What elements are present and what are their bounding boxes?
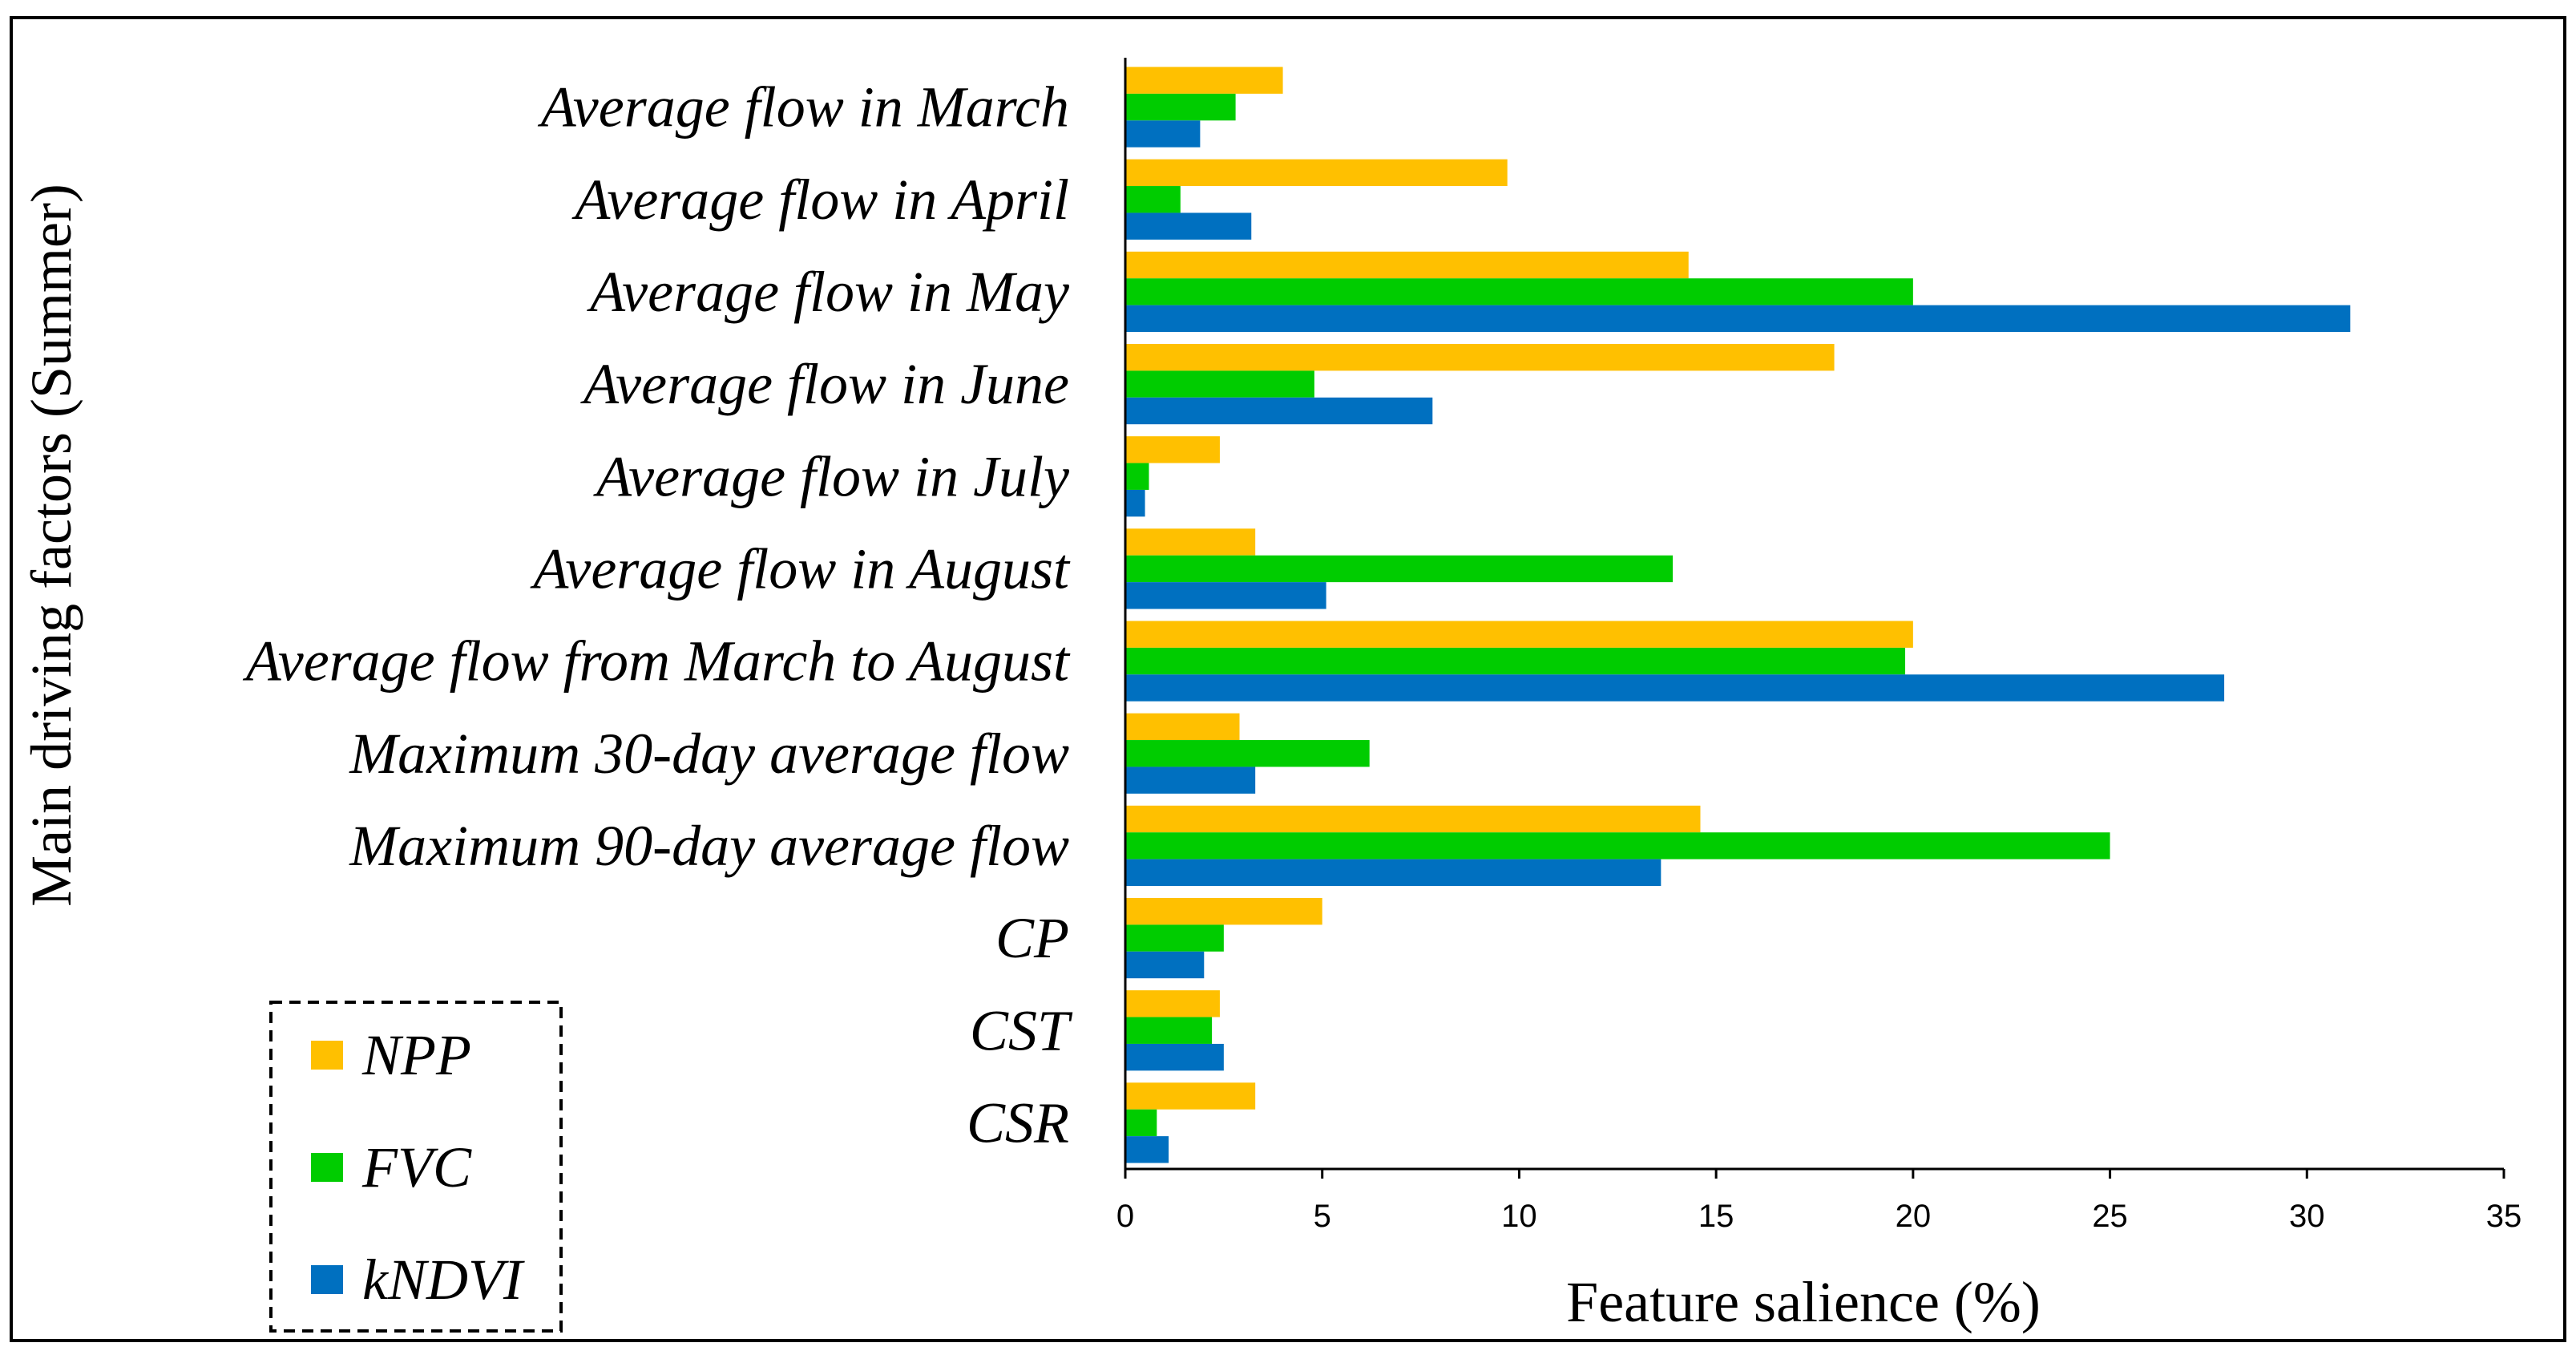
bar-kndvi-10 xyxy=(1125,1043,1224,1071)
x-axis-title: Feature salience (%) xyxy=(1566,1270,2041,1334)
x-tick-label: 0 xyxy=(1116,1199,1134,1234)
category-label: Maximum 30-day average flow xyxy=(349,722,1069,786)
category-label: Average flow in March xyxy=(538,75,1069,140)
bar-kndvi-8 xyxy=(1125,859,1661,887)
x-tick-label: 10 xyxy=(1501,1199,1537,1234)
axes xyxy=(1124,58,2504,1171)
legend: NPP FVC kNDVI xyxy=(269,1001,563,1333)
bar-fvc-11 xyxy=(1125,1109,1157,1137)
legend-label-npp: NPP xyxy=(361,1023,471,1087)
bar-kndvi-7 xyxy=(1125,766,1256,794)
bar-npp-8 xyxy=(1125,805,1701,833)
legend-swatch-kndvi xyxy=(311,1265,343,1294)
bar-kndvi-1 xyxy=(1125,212,1252,240)
category-label: CSR xyxy=(967,1090,1069,1155)
bar-fvc-5 xyxy=(1125,555,1674,583)
x-tick-label: 30 xyxy=(2289,1199,2325,1234)
bar-fvc-9 xyxy=(1125,924,1224,952)
bar-fvc-7 xyxy=(1125,740,1370,767)
category-label: Average flow in June xyxy=(580,352,1069,416)
bar-fvc-0 xyxy=(1125,93,1236,121)
category-label: Average flow in July xyxy=(593,444,1069,508)
bar-npp-11 xyxy=(1125,1082,1256,1110)
bar-npp-2 xyxy=(1125,251,1689,279)
bar-npp-4 xyxy=(1125,436,1220,463)
bar-npp-1 xyxy=(1125,159,1508,187)
x-tick-label: 35 xyxy=(2486,1199,2522,1234)
category-label: Average flow in April xyxy=(571,168,1069,232)
legend-swatch-npp xyxy=(311,1041,343,1070)
bar-kndvi-4 xyxy=(1125,489,1145,517)
bar-kndvi-3 xyxy=(1125,397,1433,425)
bar-kndvi-9 xyxy=(1125,951,1205,979)
bar-fvc-10 xyxy=(1125,1017,1213,1044)
bar-npp-10 xyxy=(1125,990,1220,1017)
category-labels: Average flow in March Average flow in Apr… xyxy=(243,75,1073,1155)
legend-swatch-fvc xyxy=(311,1153,343,1182)
bar-kndvi-6 xyxy=(1125,674,2225,702)
bar-kndvi-0 xyxy=(1125,120,1201,148)
y-axis-title: Main driving factors (Summer) xyxy=(19,184,83,907)
x-tick-label: 15 xyxy=(1698,1199,1734,1234)
x-ticks: 0 5 10 15 20 25 30 35 xyxy=(1116,1169,2521,1234)
x-tick-label: 25 xyxy=(2092,1199,2128,1234)
bar-fvc-3 xyxy=(1125,370,1314,398)
bar-fvc-2 xyxy=(1125,278,1913,305)
legend-label-kndvi: kNDVI xyxy=(362,1248,525,1312)
bar-npp-5 xyxy=(1125,528,1256,556)
bar-kndvi-11 xyxy=(1125,1136,1169,1163)
category-label: Average flow from March to August xyxy=(243,629,1071,694)
bar-npp-9 xyxy=(1125,897,1322,925)
bar-fvc-1 xyxy=(1125,186,1181,213)
category-label: Average flow in May xyxy=(587,260,1069,324)
category-label: CST xyxy=(970,998,1073,1062)
legend-label-fvc: FVC xyxy=(361,1135,472,1199)
category-label: CP xyxy=(995,906,1069,970)
bar-kndvi-2 xyxy=(1125,305,2351,333)
bar-npp-6 xyxy=(1125,621,1913,648)
bar-npp-7 xyxy=(1125,713,1240,741)
x-tick-label: 5 xyxy=(1314,1199,1331,1234)
category-label: Maximum 90-day average flow xyxy=(349,814,1069,878)
bar-fvc-4 xyxy=(1125,463,1149,490)
bar-npp-0 xyxy=(1125,67,1283,94)
x-tick-label: 20 xyxy=(1896,1199,1932,1234)
bar-kndvi-5 xyxy=(1125,582,1326,609)
bars-group xyxy=(1125,67,2351,1163)
bar-fvc-6 xyxy=(1125,647,1906,675)
category-label: Average flow in August xyxy=(530,536,1071,601)
bar-fvc-8 xyxy=(1125,832,2110,859)
bar-npp-3 xyxy=(1125,343,1835,371)
